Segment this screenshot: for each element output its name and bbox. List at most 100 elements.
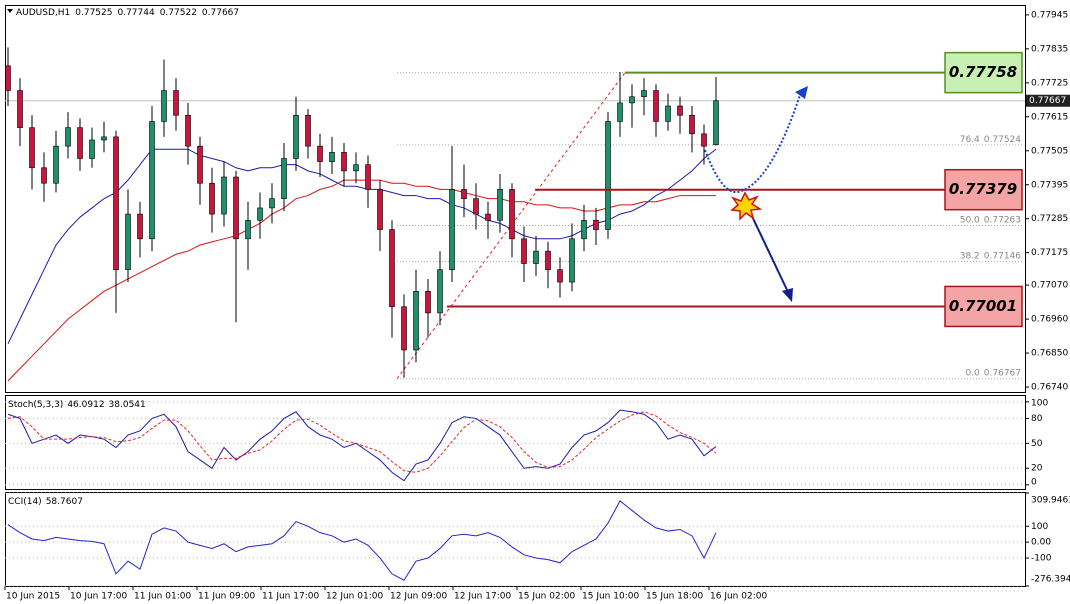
level-box bbox=[944, 51, 1023, 94]
candle-body bbox=[65, 127, 71, 147]
candle-body bbox=[113, 136, 119, 270]
header-close: 0.77667 bbox=[202, 8, 239, 18]
projection-up bbox=[704, 94, 801, 194]
candle-body bbox=[569, 238, 575, 283]
y-tick-label: 0.77285 bbox=[1031, 214, 1068, 224]
candle-body bbox=[485, 213, 491, 221]
candle-body bbox=[617, 102, 623, 122]
x-tick-label: 12 Jun 09:00 bbox=[390, 592, 447, 602]
candle-body bbox=[101, 136, 107, 141]
candle-body bbox=[161, 90, 167, 122]
y-tick-label: 0.77175 bbox=[1031, 248, 1068, 258]
candle-body bbox=[389, 229, 395, 308]
projection-down bbox=[749, 211, 789, 293]
x-tick-label: 10 Jun 2015 bbox=[6, 592, 60, 602]
candle-body bbox=[437, 269, 443, 314]
y-tick-label: 100 bbox=[1031, 399, 1048, 409]
y-tick-label: 100 bbox=[1031, 522, 1048, 532]
candle-body bbox=[233, 176, 239, 240]
y-tick-label: 0.77395 bbox=[1031, 180, 1068, 190]
indicator-value: 38.0541 bbox=[109, 400, 146, 410]
y-tick-label: 0.77835 bbox=[1031, 44, 1068, 54]
y-tick-label: 0.00 bbox=[1031, 538, 1051, 548]
y-tick-label: 0.76850 bbox=[1031, 349, 1068, 359]
candle-body bbox=[461, 189, 467, 199]
fib-label: 38.2 0.77146 bbox=[960, 251, 1022, 261]
candle-body bbox=[473, 198, 479, 215]
candle-body bbox=[245, 219, 251, 240]
indicator-value: 58.7607 bbox=[46, 497, 83, 507]
candle-body bbox=[53, 145, 59, 184]
header-high: 0.77744 bbox=[117, 8, 154, 18]
fib-level: 76.4 bbox=[960, 134, 980, 144]
candle-body bbox=[401, 306, 407, 351]
x-tick-label: 15 Jun 02:00 bbox=[518, 592, 575, 602]
header-low: 0.77522 bbox=[160, 8, 197, 18]
candle-body bbox=[269, 198, 275, 209]
y-tick-label: -100 bbox=[1031, 554, 1052, 564]
candle-body bbox=[593, 219, 599, 230]
symbol: AUDUSD,H1 bbox=[16, 8, 70, 18]
fib-level: 0.0 bbox=[965, 368, 980, 378]
indicator-line bbox=[7, 411, 717, 473]
level-label: 0.77001 bbox=[949, 297, 1017, 315]
candle-body bbox=[221, 176, 227, 215]
current-price-label: 0.77667 bbox=[1029, 96, 1066, 106]
x-tick-label: 11 Jun 09:00 bbox=[198, 592, 255, 602]
x-tick-label: 15 Jun 10:00 bbox=[582, 592, 639, 602]
indicator-name: Stoch(5,3,3) bbox=[8, 400, 63, 410]
chart-header: AUDUSD,H1 0.77525 0.77744 0.77522 0.77667 bbox=[16, 8, 239, 18]
candle-body bbox=[521, 238, 527, 264]
y-tick-label: 0.77615 bbox=[1031, 112, 1068, 122]
candle-body bbox=[5, 65, 11, 91]
y-tick-label: 0.77070 bbox=[1031, 281, 1068, 291]
menu-arrow bbox=[7, 9, 13, 13]
candle-body bbox=[413, 291, 419, 351]
candle-body bbox=[197, 145, 203, 184]
candle-body bbox=[581, 219, 587, 240]
main-pane-frame bbox=[5, 5, 1026, 393]
fib-price: 0.77524 bbox=[984, 134, 1021, 144]
arrow-head bbox=[782, 288, 793, 302]
arrow-head bbox=[795, 86, 808, 99]
y-tick-label: 0 bbox=[1031, 478, 1037, 488]
candle-body bbox=[701, 133, 707, 147]
candle-body bbox=[509, 189, 515, 240]
x-tick-label: 10 Jun 17:00 bbox=[70, 592, 127, 602]
candle-body bbox=[29, 127, 35, 169]
candle-body bbox=[257, 207, 263, 221]
candle-body bbox=[317, 145, 323, 162]
y-tick-label: 0.76960 bbox=[1031, 315, 1068, 325]
y-tick-label: 20 bbox=[1031, 464, 1043, 474]
candle-body bbox=[545, 250, 551, 270]
annotations bbox=[704, 86, 808, 302]
level-box bbox=[944, 285, 1023, 328]
x-tick-label: 11 Jun 17:00 bbox=[262, 592, 319, 602]
x-tick-label: 11 Jun 01:00 bbox=[134, 592, 191, 602]
candle-body bbox=[185, 114, 191, 147]
indicator-line bbox=[7, 500, 717, 581]
candle-body bbox=[353, 164, 359, 172]
y-tick-label: 0.76740 bbox=[1031, 383, 1068, 393]
y-tick-label: 80 bbox=[1031, 414, 1043, 424]
candle-body bbox=[209, 182, 215, 215]
x-tick-label: 12 Jun 01:00 bbox=[326, 592, 383, 602]
indicator-value: 46.0912 bbox=[67, 400, 104, 410]
indicator-line bbox=[7, 409, 717, 482]
indicator-name: CCI(14) bbox=[8, 497, 42, 507]
candle-body bbox=[425, 291, 431, 314]
y-tick-label: 0.77725 bbox=[1031, 78, 1068, 88]
candle-body bbox=[41, 167, 47, 184]
y-tick-label: 0.77505 bbox=[1031, 146, 1068, 156]
level-label: 0.77379 bbox=[949, 180, 1017, 198]
candle-body bbox=[653, 90, 659, 122]
fib-price: 0.76767 bbox=[984, 368, 1021, 378]
candle-body bbox=[713, 100, 719, 145]
x-tick-label: 15 Jun 18:00 bbox=[646, 592, 703, 602]
candle-body bbox=[137, 213, 143, 240]
indicator-title: CCI(14) 58.7607 bbox=[8, 497, 83, 507]
level-label: 0.77758 bbox=[949, 63, 1017, 81]
breakout-burst bbox=[730, 191, 763, 221]
